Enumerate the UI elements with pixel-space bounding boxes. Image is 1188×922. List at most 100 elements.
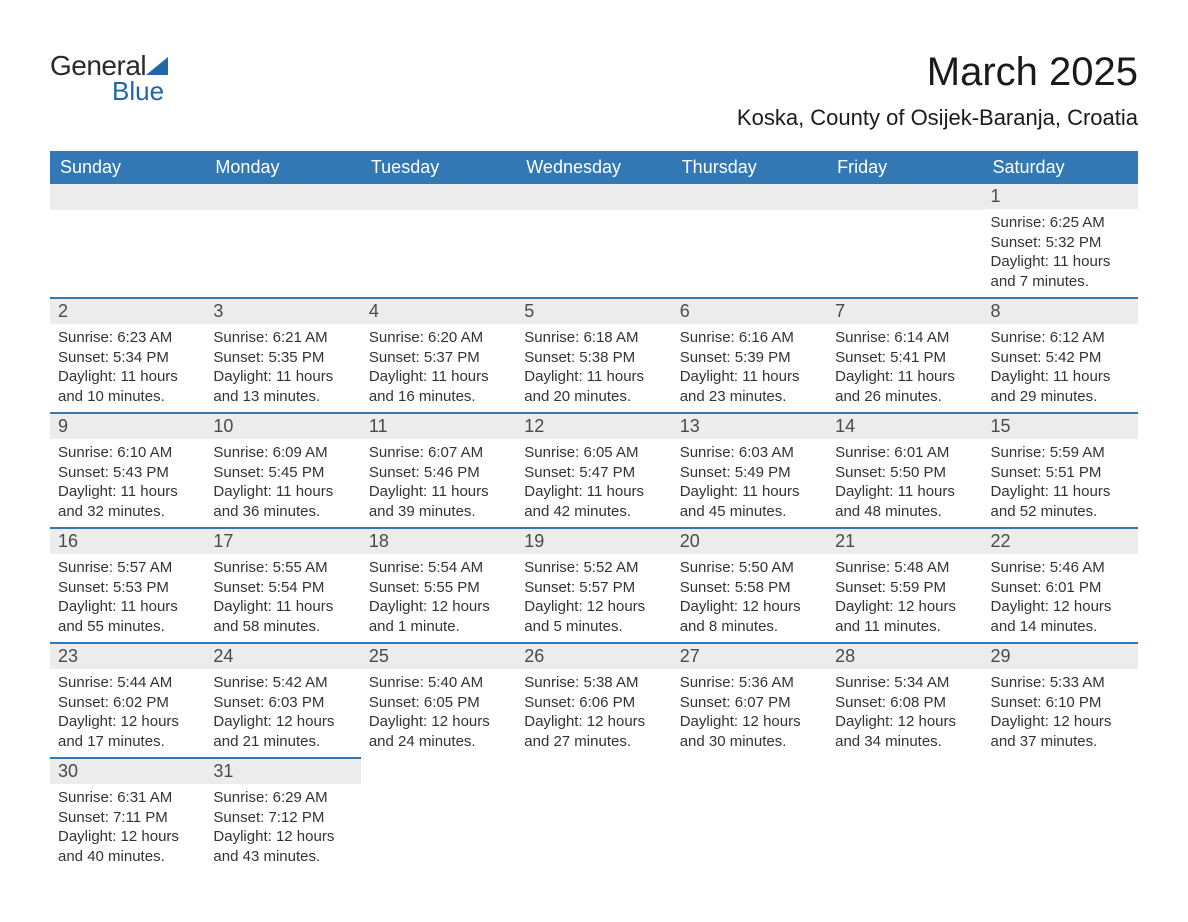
day-daylight1: Daylight: 11 hours — [524, 482, 663, 502]
day-content: Sunrise: 6:09 AMSunset: 5:45 PMDaylight:… — [205, 439, 360, 527]
day-sunset: Sunset: 5:42 PM — [991, 348, 1130, 368]
day-daylight2: and 8 minutes. — [680, 617, 819, 637]
day-sunset: Sunset: 6:07 PM — [680, 693, 819, 713]
day-daylight2: and 24 minutes. — [369, 732, 508, 752]
day-cell: 1Sunrise: 6:25 AMSunset: 5:32 PMDaylight… — [983, 184, 1138, 297]
day-content: Sunrise: 5:57 AMSunset: 5:53 PMDaylight:… — [50, 554, 205, 642]
day-number: 2 — [50, 297, 205, 324]
day-cell: 4Sunrise: 6:20 AMSunset: 5:37 PMDaylight… — [361, 297, 516, 412]
day-daylight1: Daylight: 12 hours — [680, 597, 819, 617]
day-sunrise: Sunrise: 6:03 AM — [680, 443, 819, 463]
day-daylight1: Daylight: 11 hours — [58, 482, 197, 502]
day-cell — [827, 184, 982, 297]
empty-day-bar — [827, 184, 982, 210]
day-sunset: Sunset: 5:51 PM — [991, 463, 1130, 483]
day-daylight1: Daylight: 12 hours — [213, 827, 352, 847]
day-cell: 12Sunrise: 6:05 AMSunset: 5:47 PMDayligh… — [516, 412, 671, 527]
header-row: General Blue March 2025 Koska, County of… — [50, 50, 1138, 131]
day-daylight1: Daylight: 11 hours — [835, 482, 974, 502]
day-number: 15 — [983, 412, 1138, 439]
day-header: Tuesday — [361, 151, 516, 184]
day-number: 7 — [827, 297, 982, 324]
logo-text-blue: Blue — [112, 76, 164, 107]
day-number: 30 — [50, 757, 205, 784]
day-sunset: Sunset: 6:05 PM — [369, 693, 508, 713]
day-daylight2: and 40 minutes. — [58, 847, 197, 867]
day-cell — [827, 757, 982, 872]
day-daylight2: and 30 minutes. — [680, 732, 819, 752]
day-daylight2: and 43 minutes. — [213, 847, 352, 867]
day-header: Saturday — [983, 151, 1138, 184]
day-number: 23 — [50, 642, 205, 669]
day-sunrise: Sunrise: 6:25 AM — [991, 213, 1130, 233]
day-sunrise: Sunrise: 6:05 AM — [524, 443, 663, 463]
day-cell: 14Sunrise: 6:01 AMSunset: 5:50 PMDayligh… — [827, 412, 982, 527]
day-daylight1: Daylight: 11 hours — [835, 367, 974, 387]
day-number: 31 — [205, 757, 360, 784]
day-content: Sunrise: 5:34 AMSunset: 6:08 PMDaylight:… — [827, 669, 982, 757]
day-sunset: Sunset: 7:12 PM — [213, 808, 352, 828]
day-daylight1: Daylight: 11 hours — [58, 367, 197, 387]
day-sunset: Sunset: 5:58 PM — [680, 578, 819, 598]
day-daylight2: and 20 minutes. — [524, 387, 663, 407]
day-daylight1: Daylight: 12 hours — [524, 597, 663, 617]
day-sunset: Sunset: 5:43 PM — [58, 463, 197, 483]
day-sunrise: Sunrise: 6:12 AM — [991, 328, 1130, 348]
day-sunset: Sunset: 5:39 PM — [680, 348, 819, 368]
day-daylight1: Daylight: 12 hours — [58, 827, 197, 847]
day-cell: 8Sunrise: 6:12 AMSunset: 5:42 PMDaylight… — [983, 297, 1138, 412]
day-content: Sunrise: 6:12 AMSunset: 5:42 PMDaylight:… — [983, 324, 1138, 412]
day-daylight2: and 14 minutes. — [991, 617, 1130, 637]
day-cell: 28Sunrise: 5:34 AMSunset: 6:08 PMDayligh… — [827, 642, 982, 757]
day-content: Sunrise: 6:23 AMSunset: 5:34 PMDaylight:… — [50, 324, 205, 412]
day-sunset: Sunset: 6:02 PM — [58, 693, 197, 713]
day-content: Sunrise: 5:59 AMSunset: 5:51 PMDaylight:… — [983, 439, 1138, 527]
day-sunrise: Sunrise: 5:55 AM — [213, 558, 352, 578]
day-sunset: Sunset: 5:53 PM — [58, 578, 197, 598]
week-row: 9Sunrise: 6:10 AMSunset: 5:43 PMDaylight… — [50, 412, 1138, 527]
day-daylight2: and 55 minutes. — [58, 617, 197, 637]
week-row: 23Sunrise: 5:44 AMSunset: 6:02 PMDayligh… — [50, 642, 1138, 757]
day-daylight1: Daylight: 11 hours — [680, 482, 819, 502]
day-content: Sunrise: 5:36 AMSunset: 6:07 PMDaylight:… — [672, 669, 827, 757]
day-content: Sunrise: 6:07 AMSunset: 5:46 PMDaylight:… — [361, 439, 516, 527]
title-block: March 2025 Koska, County of Osijek-Baran… — [737, 50, 1138, 131]
day-sunset: Sunset: 5:38 PM — [524, 348, 663, 368]
day-sunset: Sunset: 5:41 PM — [835, 348, 974, 368]
day-number: 8 — [983, 297, 1138, 324]
day-daylight2: and 26 minutes. — [835, 387, 974, 407]
day-number: 24 — [205, 642, 360, 669]
day-content: Sunrise: 6:16 AMSunset: 5:39 PMDaylight:… — [672, 324, 827, 412]
day-sunrise: Sunrise: 6:09 AM — [213, 443, 352, 463]
day-cell: 24Sunrise: 5:42 AMSunset: 6:03 PMDayligh… — [205, 642, 360, 757]
day-number: 13 — [672, 412, 827, 439]
logo-triangle-icon — [146, 57, 168, 75]
day-daylight2: and 42 minutes. — [524, 502, 663, 522]
day-cell: 23Sunrise: 5:44 AMSunset: 6:02 PMDayligh… — [50, 642, 205, 757]
day-content: Sunrise: 6:14 AMSunset: 5:41 PMDaylight:… — [827, 324, 982, 412]
day-daylight1: Daylight: 11 hours — [524, 367, 663, 387]
day-sunrise: Sunrise: 5:48 AM — [835, 558, 974, 578]
day-content: Sunrise: 6:05 AMSunset: 5:47 PMDaylight:… — [516, 439, 671, 527]
day-content: Sunrise: 6:29 AMSunset: 7:12 PMDaylight:… — [205, 784, 360, 872]
day-daylight2: and 23 minutes. — [680, 387, 819, 407]
week-row: 2Sunrise: 6:23 AMSunset: 5:34 PMDaylight… — [50, 297, 1138, 412]
day-content: Sunrise: 6:20 AMSunset: 5:37 PMDaylight:… — [361, 324, 516, 412]
day-sunset: Sunset: 5:34 PM — [58, 348, 197, 368]
day-number: 26 — [516, 642, 671, 669]
day-daylight1: Daylight: 11 hours — [991, 252, 1130, 272]
day-cell: 29Sunrise: 5:33 AMSunset: 6:10 PMDayligh… — [983, 642, 1138, 757]
day-sunrise: Sunrise: 6:21 AM — [213, 328, 352, 348]
day-daylight1: Daylight: 12 hours — [369, 597, 508, 617]
day-header: Friday — [827, 151, 982, 184]
day-sunrise: Sunrise: 6:20 AM — [369, 328, 508, 348]
day-daylight2: and 48 minutes. — [835, 502, 974, 522]
day-sunset: Sunset: 7:11 PM — [58, 808, 197, 828]
day-number: 16 — [50, 527, 205, 554]
day-sunset: Sunset: 5:54 PM — [213, 578, 352, 598]
day-content: Sunrise: 6:01 AMSunset: 5:50 PMDaylight:… — [827, 439, 982, 527]
day-cell: 9Sunrise: 6:10 AMSunset: 5:43 PMDaylight… — [50, 412, 205, 527]
day-daylight2: and 21 minutes. — [213, 732, 352, 752]
day-daylight2: and 16 minutes. — [369, 387, 508, 407]
day-daylight1: Daylight: 12 hours — [835, 712, 974, 732]
